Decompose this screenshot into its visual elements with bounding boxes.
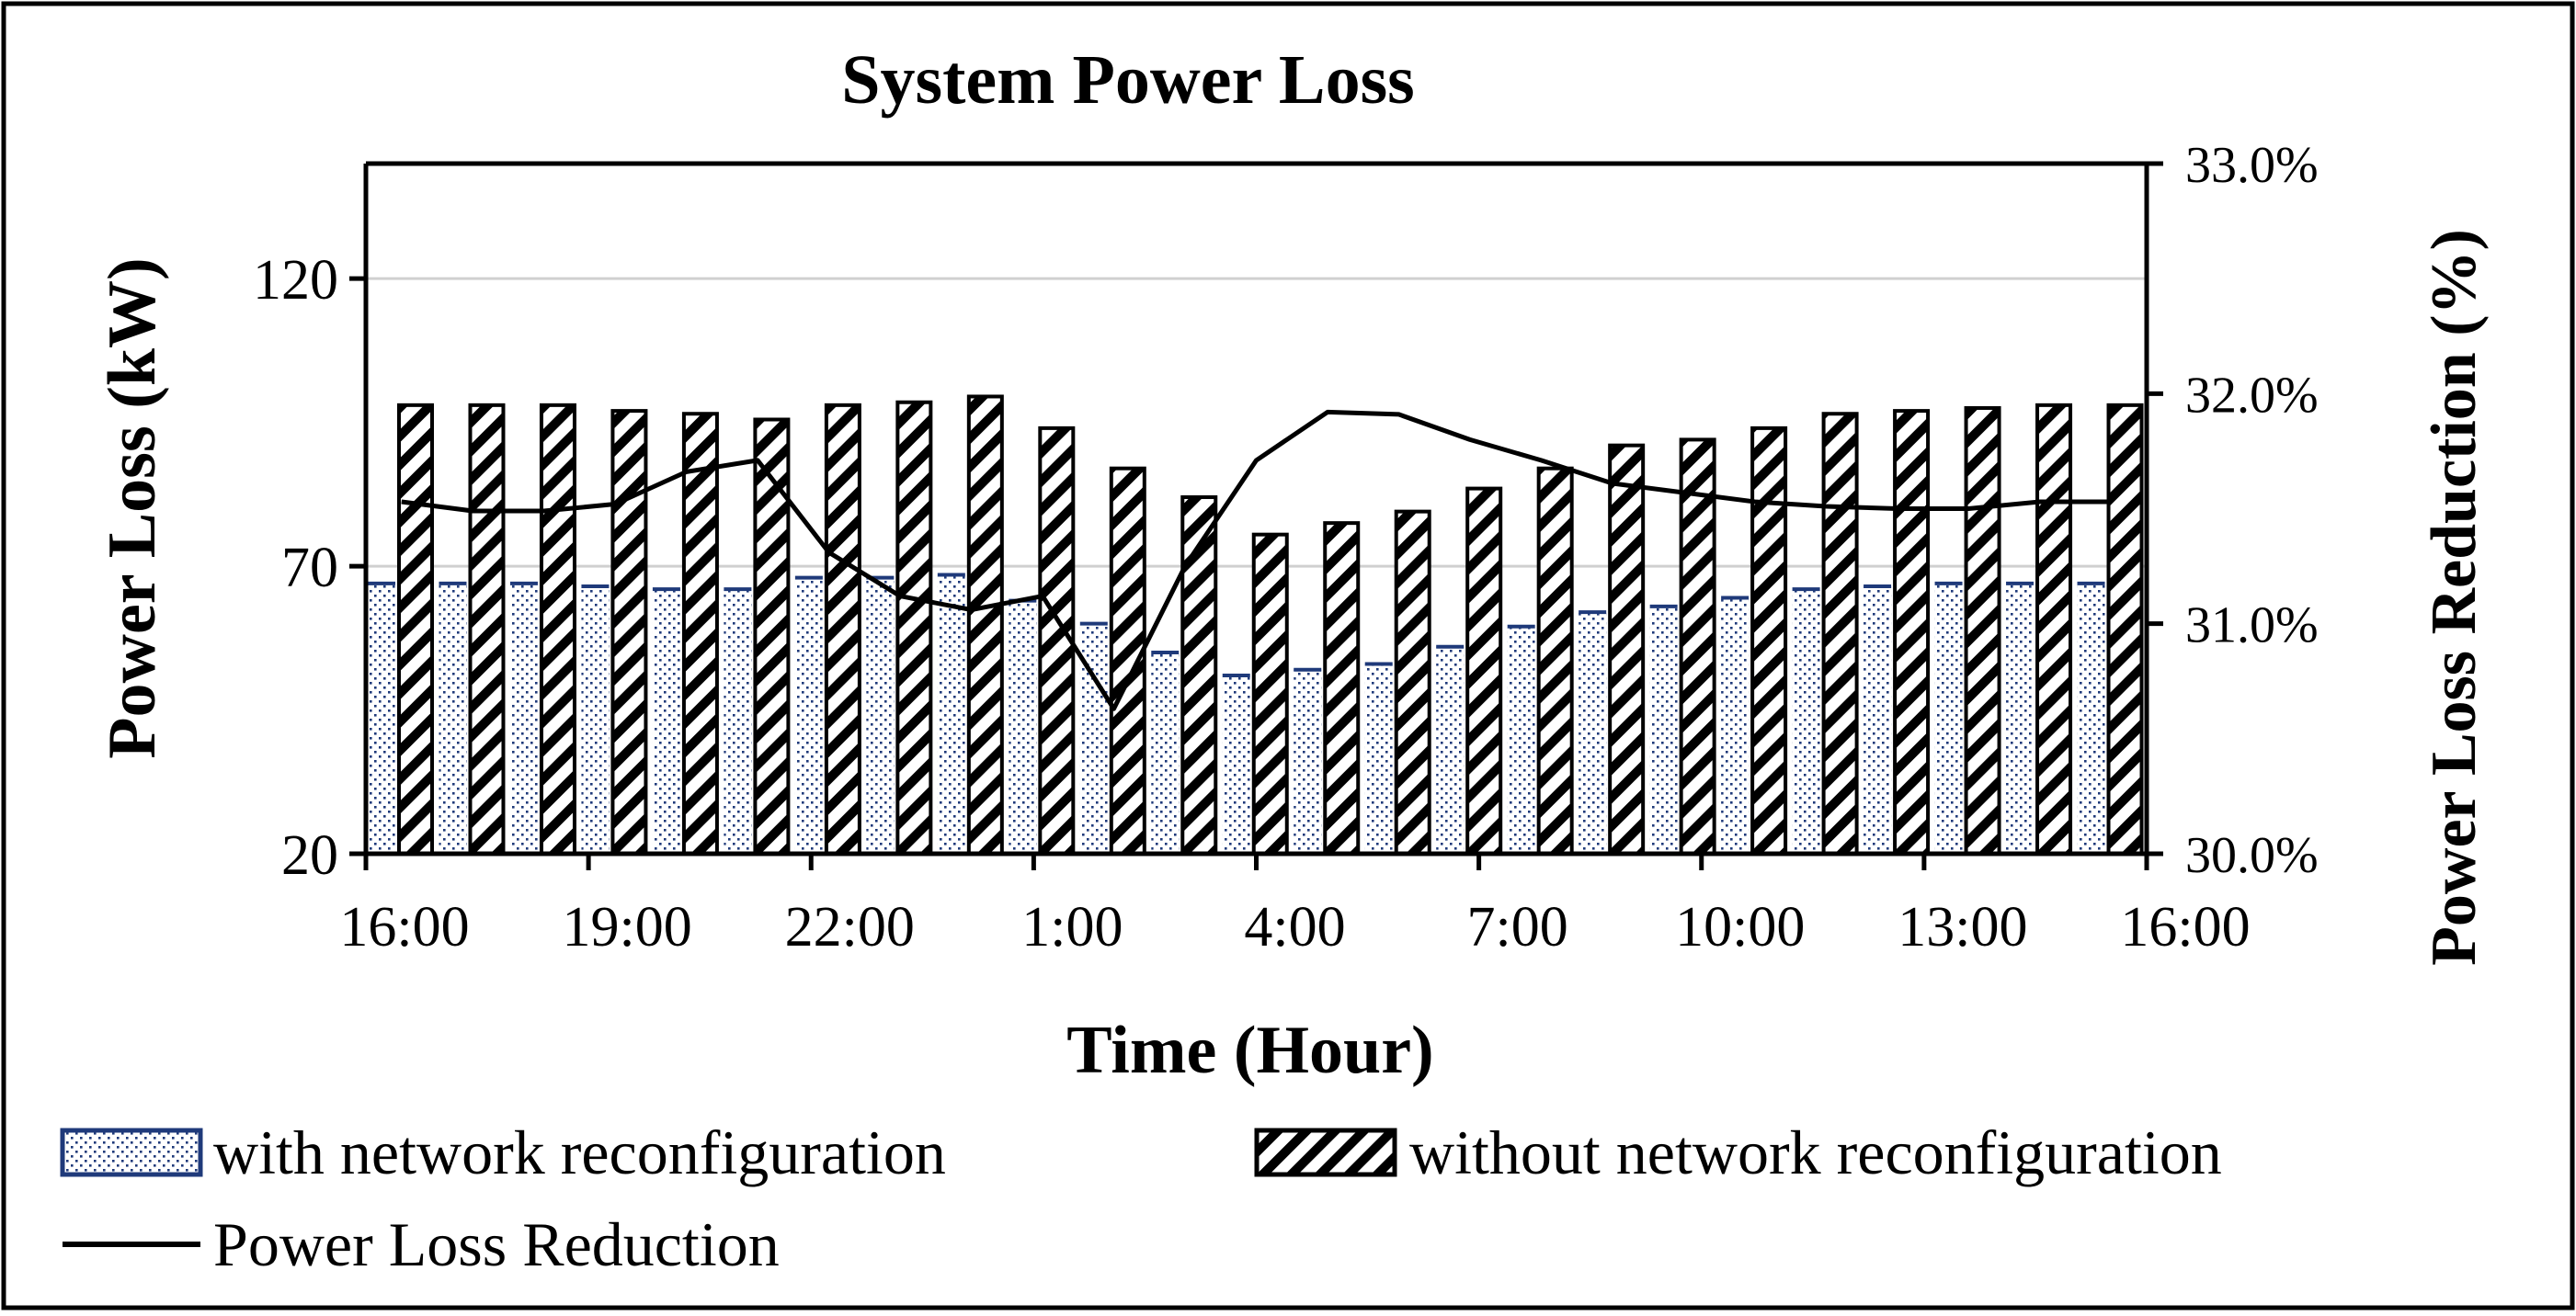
bar-without-reconfig-16 bbox=[1539, 469, 1572, 854]
y-tick-label-0: 20 bbox=[281, 824, 338, 887]
bar-with-reconfig-17 bbox=[1579, 612, 1606, 854]
y2-tick-label-1: 31.0% bbox=[2185, 597, 2319, 654]
x-tick-label-2: 22:00 bbox=[785, 896, 915, 959]
legend-label-power-loss-reduction: Power Loss Reduction bbox=[213, 1209, 780, 1279]
bar-without-reconfig-11 bbox=[1182, 497, 1215, 854]
bar-with-reconfig-6 bbox=[795, 578, 823, 854]
y-axis-label: Power Loss (kW) bbox=[95, 257, 170, 758]
bar-without-reconfig-14 bbox=[1396, 512, 1430, 854]
x-tick-label-7: 13:00 bbox=[1898, 896, 2027, 959]
bar-with-reconfig-12 bbox=[1223, 675, 1250, 854]
bar-with-reconfig-16 bbox=[1508, 627, 1535, 854]
bar-with-reconfig-4 bbox=[653, 589, 680, 854]
bar-without-reconfig-13 bbox=[1325, 523, 1358, 854]
bar-with-reconfig-3 bbox=[581, 586, 609, 854]
bar-with-reconfig-13 bbox=[1294, 670, 1321, 854]
bar-with-reconfig-15 bbox=[1436, 647, 1464, 854]
bar-without-reconfig-0 bbox=[399, 405, 432, 854]
legend-swatch-with-reconfiguration bbox=[63, 1130, 200, 1174]
bar-with-reconfig-8 bbox=[938, 574, 965, 854]
bar-without-reconfig-23 bbox=[2037, 405, 2070, 854]
bar-without-reconfig-19 bbox=[1752, 428, 1785, 854]
bar-without-reconfig-22 bbox=[1966, 408, 2000, 854]
bar-with-reconfig-22 bbox=[1935, 584, 1963, 854]
bar-without-reconfig-4 bbox=[684, 414, 717, 854]
bar-without-reconfig-20 bbox=[1824, 414, 1857, 854]
bar-without-reconfig-15 bbox=[1467, 489, 1500, 854]
y2-tick-label-3: 33.0% bbox=[2185, 137, 2319, 194]
x-tick-label-4: 4:00 bbox=[1244, 896, 1345, 959]
legend-swatch-without-reconfiguration bbox=[1257, 1130, 1395, 1174]
bar-with-reconfig-5 bbox=[724, 589, 751, 854]
bar-without-reconfig-8 bbox=[969, 396, 1002, 854]
bar-without-reconfig-17 bbox=[1610, 446, 1643, 854]
bar-with-reconfig-7 bbox=[866, 578, 894, 854]
bar-with-reconfig-2 bbox=[510, 584, 538, 854]
legend-label-without-reconfiguration: without network reconfiguration bbox=[1409, 1117, 2222, 1187]
bar-with-reconfig-9 bbox=[1009, 601, 1036, 854]
x-tick-label-6: 10:00 bbox=[1675, 896, 1805, 959]
bar-with-reconfig-21 bbox=[1864, 586, 1891, 854]
bar-without-reconfig-6 bbox=[826, 405, 860, 854]
bar-without-reconfig-1 bbox=[470, 405, 503, 854]
legend-label-with-reconfiguration: with network reconfiguration bbox=[213, 1117, 946, 1187]
bar-with-reconfig-19 bbox=[1721, 598, 1749, 854]
bar-with-reconfig-24 bbox=[2078, 584, 2105, 854]
bar-without-reconfig-7 bbox=[897, 403, 930, 854]
bar-without-reconfig-2 bbox=[541, 405, 575, 854]
bar-without-reconfig-3 bbox=[612, 411, 645, 854]
bar-with-reconfig-20 bbox=[1793, 589, 1820, 854]
x-tick-label-1: 19:00 bbox=[563, 896, 692, 959]
bar-with-reconfig-23 bbox=[2006, 584, 2034, 854]
x-tick-label-8: 16:00 bbox=[2120, 896, 2250, 959]
bar-with-reconfig-18 bbox=[1650, 607, 1678, 854]
bar-with-reconfig-0 bbox=[368, 584, 395, 854]
bar-without-reconfig-12 bbox=[1254, 535, 1287, 854]
bar-with-reconfig-11 bbox=[1151, 652, 1179, 854]
bar-without-reconfig-5 bbox=[755, 419, 788, 854]
y2-tick-label-2: 32.0% bbox=[2185, 367, 2319, 424]
bar-without-reconfig-18 bbox=[1681, 439, 1715, 854]
x-tick-label-5: 7:00 bbox=[1467, 896, 1568, 959]
x-axis-label: Time (Hour) bbox=[1066, 1013, 1433, 1088]
y-tick-label-2: 120 bbox=[253, 249, 338, 312]
chart-title: System Power Loss bbox=[841, 41, 1414, 119]
bar-without-reconfig-21 bbox=[1895, 411, 1928, 854]
x-tick-label-3: 1:00 bbox=[1021, 896, 1123, 959]
y-tick-label-1: 70 bbox=[281, 537, 338, 599]
bar-with-reconfig-1 bbox=[439, 584, 466, 854]
y2-tick-label-0: 30.0% bbox=[2185, 827, 2319, 884]
bar-without-reconfig-9 bbox=[1040, 428, 1073, 854]
bar-with-reconfig-14 bbox=[1365, 664, 1393, 854]
bar-without-reconfig-24 bbox=[2109, 405, 2142, 854]
x-tick-label-0: 16:00 bbox=[339, 896, 469, 959]
y2-axis-label: Power Loss Reduction (%) bbox=[2419, 229, 2490, 966]
